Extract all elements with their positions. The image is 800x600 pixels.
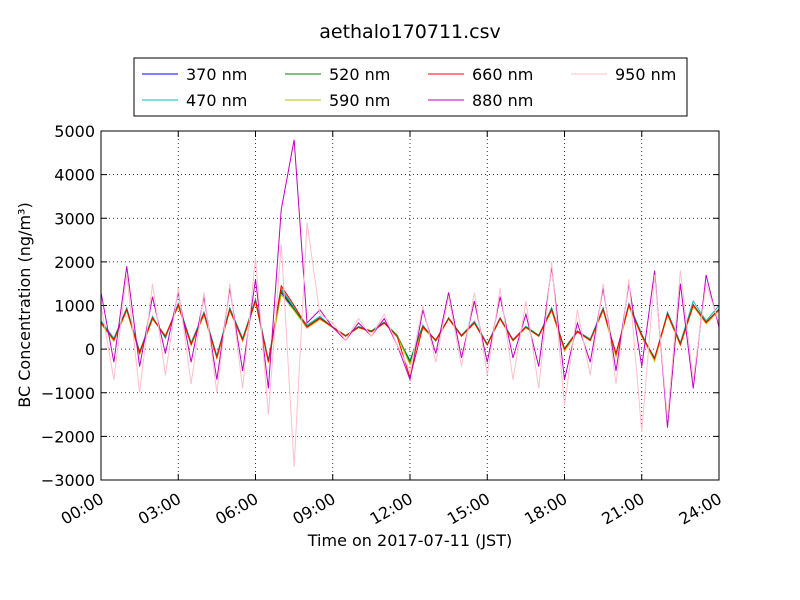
y-tick-label: 3000 bbox=[54, 209, 95, 228]
y-tick-label: 2000 bbox=[54, 253, 95, 272]
data-line bbox=[101, 139, 719, 428]
y-tick-label: 5000 bbox=[54, 122, 95, 141]
plot-frame bbox=[100, 130, 720, 481]
legend-label: 660 nm bbox=[472, 65, 533, 84]
legend-label: 880 nm bbox=[472, 91, 533, 110]
legend-label: 470 nm bbox=[186, 91, 247, 110]
legend-label: 590 nm bbox=[329, 91, 390, 110]
y-tick-label: −2000 bbox=[41, 427, 95, 446]
legend-box bbox=[133, 57, 688, 117]
legend-label: 950 nm bbox=[615, 65, 676, 84]
y-tick-label: −1000 bbox=[41, 384, 95, 403]
data-line bbox=[101, 222, 719, 467]
y-tick-label: 1000 bbox=[54, 297, 95, 316]
x-axis-label: Time on 2017-07-11 (JST) bbox=[307, 531, 512, 550]
y-tick-label: 4000 bbox=[54, 166, 95, 185]
y-tick-label: 0 bbox=[85, 340, 95, 359]
y-axis-label: BC Concentration (ng/m³) bbox=[15, 202, 34, 407]
chart-title: aethalo170711.csv bbox=[319, 21, 501, 43]
y-tick-label: −3000 bbox=[41, 471, 95, 490]
legend-label: 370 nm bbox=[186, 65, 247, 84]
legend-label: 520 nm bbox=[329, 65, 390, 84]
